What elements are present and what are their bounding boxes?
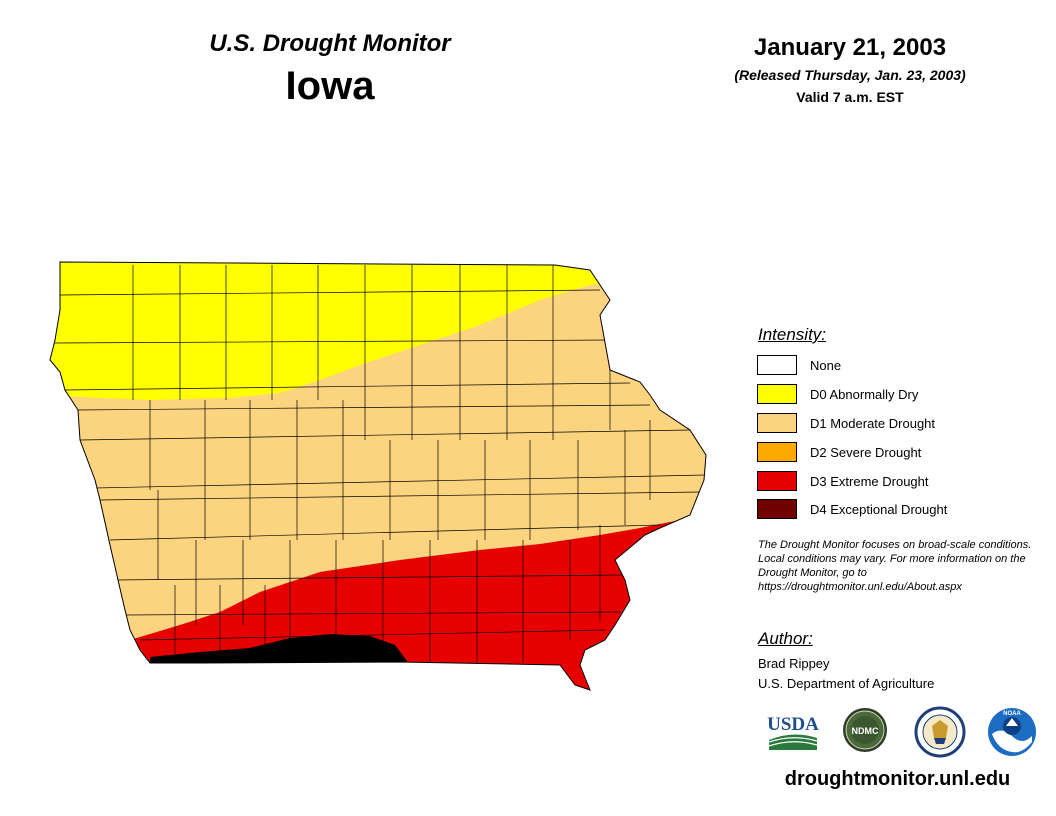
author-name: Brad Rippey [758,656,830,671]
legend-label: D3 Extreme Drought [810,474,929,489]
legend-swatch [757,442,797,462]
author-organization: U.S. Department of Agriculture [758,676,935,691]
legend-swatch [757,355,797,375]
disclaimer-note: The Drought Monitor focuses on broad-sca… [758,539,1032,593]
legend-title: Intensity: [758,325,827,344]
usda-logo-text: USDA [767,714,819,735]
noaa-logo: NOAA [988,708,1036,756]
noaa-logo-text: NOAA [1003,711,1021,717]
legend-label: D4 Exceptional Drought [810,502,948,517]
state-title: Iowa [285,64,375,108]
doc-seal-logo [914,706,966,758]
valid-time: Valid 7 a.m. EST [796,89,904,105]
map-date: January 21, 2003 [753,34,947,61]
website-link[interactable]: droughtmonitor.unl.edu [784,768,1011,790]
legend-swatch [757,471,797,491]
release-date: (Released Thursday, Jan. 23, 2003) [734,67,966,83]
legend-label: D1 Moderate Drought [810,416,936,431]
product-title: U.S. Drought Monitor [209,30,451,57]
legend-label: None [810,358,842,373]
drought-region-d0 [50,262,706,400]
ndmc-logo-text: NDMC [852,726,879,736]
usda-logo: USDA [767,714,819,750]
county-boundaries [54,265,706,662]
legend-swatch [757,499,797,519]
legend-swatch [757,413,797,433]
legend-swatch [757,384,797,404]
legend-label: D0 Abnormally Dry [810,387,919,402]
ndmc-logo: NDMC [843,708,887,752]
legend-label: D2 Severe Drought [810,445,922,460]
author-heading: Author: [758,629,813,648]
